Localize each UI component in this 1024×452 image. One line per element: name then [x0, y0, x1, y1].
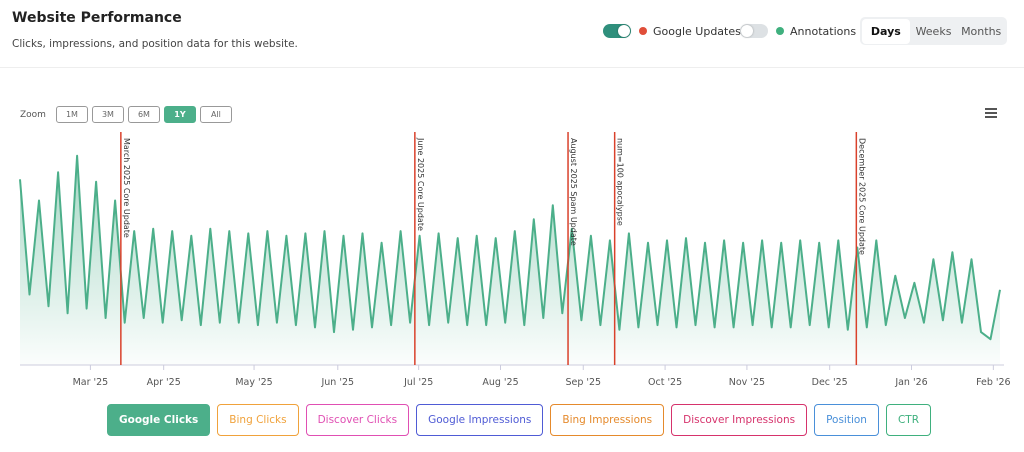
x-tick-label: Aug '25: [482, 377, 518, 388]
chart: Mar '25 Apr '25 May '25 Jun '25 Jul '25 Aug '…: [19, 132, 1011, 388]
series-buttons: Google Clicks Bing Clicks Discover Clicks G…: [0, 404, 1024, 436]
x-tick-label: Jul '25: [403, 377, 433, 388]
tab[interactable]: Days: [862, 18, 910, 44]
toggle-label: Annotations: [790, 24, 857, 38]
series-button[interactable]: Position: [814, 404, 879, 436]
tab[interactable]: Weeks: [915, 24, 952, 38]
zoom: Zoom 1M 3M 6M 1Y All: [20, 106, 232, 123]
zoom-button[interactable]: 1Y: [163, 106, 196, 123]
x-tick-label: Nov '25: [729, 377, 765, 388]
tabs: Days Weeks Months: [860, 17, 1007, 45]
toggle: Annotations: [740, 24, 856, 38]
switch[interactable]: [740, 24, 768, 38]
area: [20, 155, 1000, 365]
knob: [618, 25, 630, 37]
series-button[interactable]: CTR: [885, 404, 932, 436]
zoom-button[interactable]: 1M: [55, 106, 88, 123]
toggle: Google Updates: [603, 24, 741, 38]
dot: [639, 27, 647, 35]
series-button[interactable]: Bing Impressions: [550, 404, 665, 436]
zoom-label: Zoom: [20, 109, 46, 120]
x-tick-label: May '25: [235, 377, 272, 388]
series-button[interactable]: Bing Clicks: [217, 404, 299, 436]
menu-icon[interactable]: [983, 106, 999, 120]
series-button[interactable]: Discover Impressions: [671, 404, 808, 436]
knob: [741, 25, 753, 37]
annotation-label: August 2025 Spam Update: [569, 138, 578, 246]
title: Website Performance: [12, 10, 182, 26]
annotation-label: March 2025 Core Update: [122, 138, 131, 238]
x-tick-label: Mar '25: [73, 377, 109, 388]
series-button[interactable]: Google Impressions: [416, 404, 544, 436]
x-tick-label: Jun '25: [320, 377, 354, 388]
x-tick-label: Jan '26: [894, 377, 927, 388]
x-tick-label: Dec '25: [812, 377, 848, 388]
zoom-button[interactable]: 6M: [127, 106, 160, 123]
line: [19, 154, 1001, 341]
toggle-label: Google Updates: [653, 24, 741, 38]
x-tick-label: Oct '25: [648, 377, 682, 388]
subtitle: Clicks, impressions, and position data f…: [12, 38, 298, 50]
dot: [776, 27, 784, 35]
zoom-button[interactable]: 3M: [91, 106, 124, 123]
annotation-label: December 2025 Core Update: [857, 138, 866, 255]
x-tick-label: Apr '25: [147, 377, 181, 388]
x-tick-label: Feb '26: [976, 377, 1011, 388]
series-button[interactable]: Google Clicks: [106, 404, 211, 436]
annotation-label: num=100 apocalypse: [616, 138, 625, 226]
divider: [0, 67, 1024, 68]
tab[interactable]: Months: [961, 24, 1002, 38]
zoom-button[interactable]: All: [199, 106, 232, 123]
series-button[interactable]: Discover Clicks: [305, 404, 410, 436]
x-tick-label: Sep '25: [565, 377, 601, 388]
annotation-label: June 2025 Core Update: [416, 137, 425, 231]
switch[interactable]: [603, 24, 631, 38]
